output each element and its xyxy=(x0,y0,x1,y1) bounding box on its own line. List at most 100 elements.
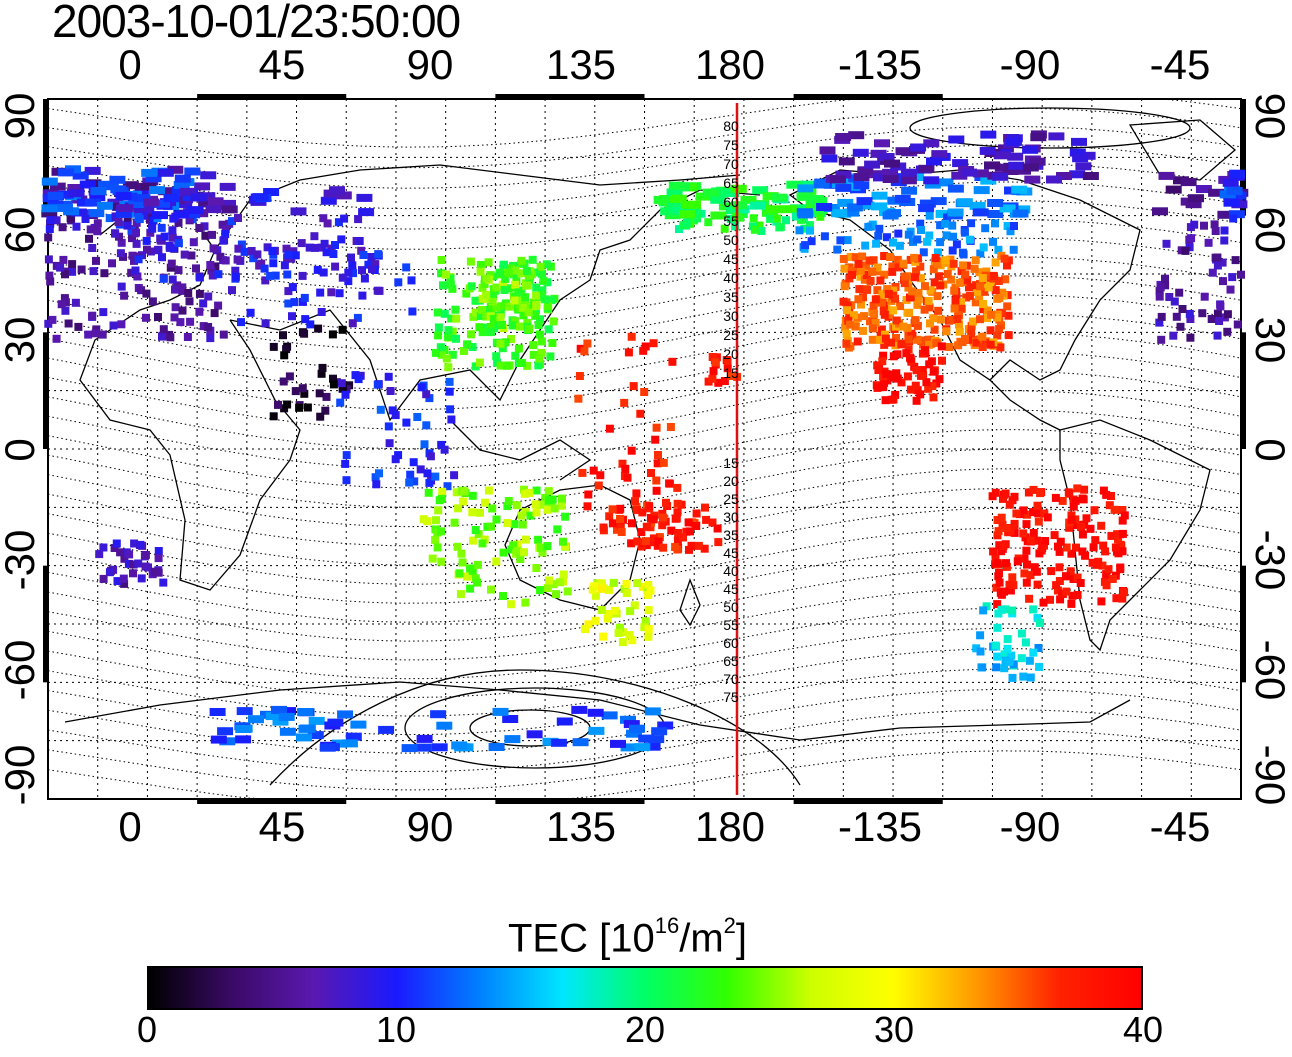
tec-measurement-cell xyxy=(1055,577,1064,585)
tec-measurement-cell xyxy=(549,580,558,589)
tec-measurement-cell xyxy=(476,267,485,276)
tec-measurement-cell xyxy=(195,273,204,282)
tec-measurement-cell xyxy=(870,309,879,318)
tec-measurement-cell xyxy=(102,182,119,191)
tec-measurement-cell xyxy=(231,272,240,281)
tec-measurement-cell xyxy=(916,274,925,283)
tec-measurement-cell xyxy=(958,248,967,257)
tec-measurement-cell xyxy=(511,280,520,289)
tec-measurement-cell xyxy=(723,189,740,197)
tec-measurement-cell xyxy=(609,578,618,587)
tec-measurement-cell xyxy=(942,231,951,240)
tec-measurement-cell xyxy=(492,283,501,292)
tec-measurement-cell xyxy=(206,334,215,343)
tec-measurement-cell xyxy=(501,274,510,283)
tec-measurement-cell xyxy=(532,283,541,292)
tec-measurement-cell xyxy=(830,175,846,184)
tec-measurement-cell xyxy=(1004,331,1013,340)
tec-measurement-cell xyxy=(1186,315,1195,323)
frame-tick-bar xyxy=(43,332,48,449)
tec-measurement-cell xyxy=(528,255,537,264)
tec-measurement-cell xyxy=(112,539,121,548)
contour-label: 65 xyxy=(723,175,739,191)
tec-measurement-cell xyxy=(132,239,141,248)
tec-measurement-cell xyxy=(1046,595,1054,604)
tec-measurement-cell xyxy=(1006,586,1015,595)
lat-tick-right: 0 xyxy=(1247,438,1292,462)
lat-tick-left: -30 xyxy=(0,529,43,591)
tec-measurement-cell xyxy=(59,255,68,264)
tec-measurement-cell xyxy=(409,458,418,467)
tec-measurement-cell xyxy=(52,334,61,343)
tec-measurement-cell xyxy=(526,511,535,520)
tec-measurement-cell xyxy=(531,311,540,320)
tec-measurement-cell xyxy=(682,218,691,227)
tec-measurement-cell xyxy=(1226,187,1243,195)
tec-measurement-cell xyxy=(295,403,304,412)
tec-measurement-cell xyxy=(917,226,925,234)
tec-measurement-cell xyxy=(394,278,403,287)
tec-measurement-cell xyxy=(438,487,447,496)
colorbar-gradient xyxy=(147,966,1143,1010)
tec-measurement-cell xyxy=(47,200,64,209)
tec-measurement-cell xyxy=(642,537,650,546)
tec-measurement-cell xyxy=(154,245,163,254)
tec-measurement-cell xyxy=(373,286,382,295)
tec-measurement-cell xyxy=(299,724,316,733)
tec-measurement-cell xyxy=(171,285,179,294)
tec-measurement-cell xyxy=(740,195,757,204)
tec-measurement-cell xyxy=(854,295,863,304)
tec-measurement-cell xyxy=(1000,254,1009,263)
tec-measurement-cell xyxy=(166,263,175,272)
tec-measurement-cell xyxy=(117,238,126,247)
tec-measurement-cell xyxy=(460,487,469,496)
tec-measurement-cell xyxy=(1012,509,1021,518)
tec-measurement-cell xyxy=(68,189,85,198)
tec-measurement-cell xyxy=(993,516,1002,524)
tec-measurement-cell xyxy=(168,233,177,242)
tec-measurement-cell xyxy=(450,471,459,480)
contour-label: 35 xyxy=(723,289,739,305)
tec-measurement-cell xyxy=(368,265,376,274)
tec-measurement-cell xyxy=(496,339,505,348)
tec-measurement-cell xyxy=(468,491,477,500)
tec-measurement-cell xyxy=(521,293,530,302)
tec-measurement-cell xyxy=(446,405,455,414)
tec-measurement-cell xyxy=(207,266,216,275)
tec-measurement-cell xyxy=(1097,521,1106,530)
tec-measurement-cell xyxy=(653,459,662,468)
tec-measurement-cell xyxy=(137,286,146,295)
tec-measurement-cell xyxy=(623,473,632,482)
tec-measurement-cell xyxy=(903,323,912,332)
tec-measurement-cell xyxy=(1029,157,1046,166)
tec-measurement-cell xyxy=(973,186,990,195)
tec-measurement-cell xyxy=(67,184,84,192)
tec-measurement-cell xyxy=(967,321,976,330)
tec-measurement-cell xyxy=(84,166,101,175)
tec-measurement-cell xyxy=(992,663,1001,672)
tec-measurement-cell xyxy=(840,282,849,291)
tec-measurement-cell xyxy=(1000,650,1009,659)
tec-measurement-cell xyxy=(913,321,922,330)
tec-measurement-cell xyxy=(714,538,723,547)
tec-measurement-cell xyxy=(159,274,168,283)
tec-measurement-cell xyxy=(1081,551,1090,560)
tec-measurement-cell xyxy=(351,371,360,380)
tec-measurement-cell xyxy=(180,250,189,259)
tec-measurement-cell xyxy=(805,221,814,230)
tec-measurement-cell xyxy=(124,559,133,568)
tec-measurement-cell xyxy=(998,288,1007,297)
tec-measurement-cell xyxy=(463,340,472,349)
tec-measurement-cell xyxy=(474,530,483,539)
tec-measurement-cell xyxy=(93,219,102,228)
tec-measurement-cell xyxy=(991,488,1000,497)
tec-measurement-cell xyxy=(434,506,443,515)
tec-measurement-cell xyxy=(694,541,703,550)
tec-measurement-cell xyxy=(431,348,440,357)
tec-measurement-cell xyxy=(314,324,323,333)
tec-measurement-cell xyxy=(1230,191,1247,200)
tec-measurement-cell xyxy=(500,285,509,294)
tec-measurement-cell xyxy=(473,578,482,587)
tec-measurement-cell xyxy=(538,269,546,278)
tec-measurement-cell xyxy=(889,395,898,404)
